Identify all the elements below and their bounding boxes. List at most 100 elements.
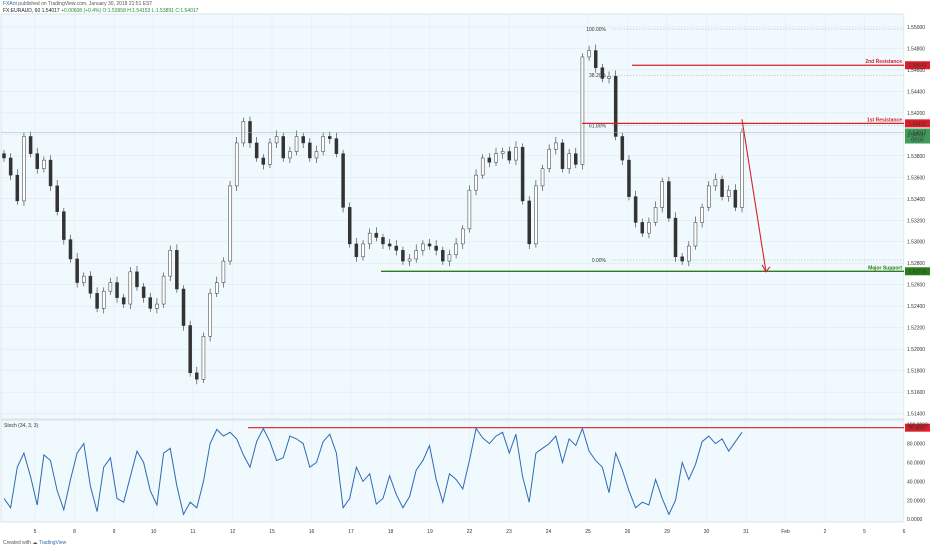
price-tick-label: 1.54800 [907, 46, 925, 52]
candle-body [28, 136, 33, 154]
candle-body [88, 275, 93, 294]
candle-body [620, 136, 625, 161]
price-pane[interactable] [0, 13, 905, 420]
candle-body [228, 185, 232, 262]
candle-body [401, 250, 405, 262]
candle-body [713, 179, 718, 187]
candle-body [667, 181, 671, 219]
candle-body [101, 290, 106, 309]
tradingview-logo-icon: ☁ [32, 540, 38, 546]
candle-body [534, 185, 538, 245]
candle-body [42, 159, 46, 169]
candle-body [62, 211, 66, 240]
candle-body [600, 67, 605, 79]
time-tick-label: 2 [824, 529, 827, 535]
time-tick-label: 6 [903, 529, 906, 535]
candle-body [554, 142, 558, 150]
candle-body [494, 153, 498, 163]
candle-body [82, 275, 86, 283]
time-tick-label: 18 [388, 529, 394, 535]
time-tick-label: 24 [546, 529, 552, 535]
level-label: 1st Resistance [867, 117, 902, 123]
price-tick-label: 1.54600 [907, 68, 925, 74]
stoch-tick-label: 20.0000 [907, 498, 925, 504]
price-tick-label: 1.54400 [907, 89, 925, 95]
time-tick-label: 11 [190, 529, 195, 535]
candle-body [707, 185, 711, 208]
candle-body [527, 200, 531, 245]
brand-name[interactable]: TradingView [38, 540, 67, 546]
created-with-label: Created with [3, 540, 32, 546]
level-price-value: 1.52725 [908, 269, 926, 275]
candle-body [421, 243, 425, 251]
candle-body [547, 149, 551, 169]
candle-body [294, 136, 299, 152]
level-price-tag [905, 267, 930, 276]
fib-label: 38.20% [589, 73, 607, 79]
stoch-title: Stoch (34, 3, 3) [4, 423, 39, 429]
candle-body [367, 232, 372, 245]
last-price-tag [905, 128, 930, 144]
candle-body [427, 243, 432, 247]
candle-body [520, 146, 525, 202]
publish-info: FXAnt published on TradingView.com, Janu… [3, 1, 152, 8]
candle-body [354, 243, 359, 258]
time-tick-label: 22 [467, 529, 473, 535]
time-tick-label: 15 [269, 529, 275, 535]
candle-body [168, 250, 172, 277]
candle-body [487, 157, 492, 163]
candle-body [381, 237, 385, 245]
price-tick-label: 1.53400 [907, 197, 925, 203]
candle-body [281, 136, 285, 159]
time-tick-label: 5 [863, 529, 866, 535]
price-tick-label: 1.52800 [907, 261, 925, 267]
candle-body [407, 258, 412, 262]
candle-body [673, 217, 678, 258]
candle-body [660, 181, 664, 208]
candle-body [726, 189, 731, 197]
publish-date: published on TradingView.com, January 30… [18, 1, 153, 7]
candle-body [500, 151, 505, 154]
candle-body [700, 207, 704, 223]
author-name[interactable]: FXAnt [3, 1, 17, 7]
candle-body [248, 121, 252, 144]
grid-lines [1, 14, 905, 522]
candle-body [274, 136, 279, 144]
time-tick-label: 10 [151, 529, 157, 535]
candle-body [268, 142, 272, 165]
price-tick-label: 1.54000 [907, 132, 925, 138]
stoch-tick-label: 80.0000 [907, 442, 925, 448]
candle-body [241, 121, 246, 144]
candle-body [195, 372, 199, 380]
candle-body [155, 303, 159, 309]
stoch-tick-label: 100.0000 [907, 423, 928, 429]
price-tick-label: 1.53000 [907, 240, 925, 246]
candle-body [733, 189, 738, 208]
price-change: +0.00608 (+0.4%) [61, 8, 102, 14]
candle-body [467, 189, 472, 230]
symbol-name: FX:EURAUD, 60 [3, 8, 41, 14]
candle-body [261, 157, 266, 165]
price-tick-label: 1.52400 [907, 304, 925, 310]
candle-body [221, 260, 226, 283]
forecast-arrow-head [761, 264, 771, 273]
candle-body [68, 239, 73, 260]
price-tick-label: 1.51800 [907, 369, 925, 375]
candle-body [288, 151, 292, 159]
stoch-pane[interactable] [0, 419, 905, 523]
ohlc-values: O:1.53958 H:1.54153 L:1.53891 C:1.54017 [102, 8, 199, 14]
last-price-value: 1.54017 [908, 130, 926, 136]
stoch-line [3, 426, 743, 516]
time-tick-label: 16 [309, 529, 315, 535]
candle-body [115, 282, 119, 298]
candle-body [148, 297, 153, 309]
price-tick-label: 1.53800 [907, 154, 925, 160]
time-tick-label: 30 [704, 529, 710, 535]
candle-body [35, 153, 39, 169]
candle-body [613, 76, 618, 137]
level-label: 2nd Resistance [865, 59, 902, 65]
candle-body [633, 196, 638, 223]
time-tick-label: 5 [34, 529, 37, 535]
footer: Created with ☁ TradingView [3, 540, 66, 546]
